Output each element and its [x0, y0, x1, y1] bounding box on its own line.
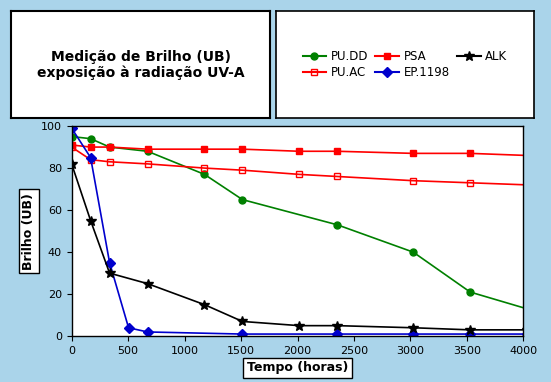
- ALK: [106, 271, 113, 275]
- PU.DD: [144, 149, 151, 154]
- PU.DD: [106, 145, 113, 149]
- ALK: [524, 327, 531, 332]
- EP.1198: [239, 332, 246, 337]
- ALK: [201, 303, 208, 307]
- PU.AC: [334, 174, 341, 179]
- PU.DD: [334, 222, 341, 227]
- ALK: [87, 218, 94, 223]
- ALK: [239, 319, 246, 324]
- EP.1198: [68, 126, 75, 130]
- EP.1198: [524, 332, 531, 337]
- Legend: PU.DD, PU.AC, PSA, EP.1198, ALK: PU.DD, PU.AC, PSA, EP.1198, ALK: [299, 47, 511, 83]
- PSA: [87, 145, 94, 149]
- ALK: [144, 281, 151, 286]
- PSA: [106, 145, 113, 149]
- Line: PSA: PSA: [68, 141, 531, 159]
- PSA: [144, 147, 151, 151]
- PSA: [201, 147, 208, 151]
- ALK: [68, 162, 75, 166]
- PU.AC: [68, 145, 75, 149]
- PU.DD: [68, 134, 75, 139]
- PU.AC: [524, 183, 531, 187]
- X-axis label: Tempo (horas): Tempo (horas): [247, 361, 348, 374]
- Line: EP.1198: EP.1198: [68, 125, 531, 338]
- PSA: [334, 149, 341, 154]
- PSA: [524, 153, 531, 158]
- Line: PU.DD: PU.DD: [68, 133, 531, 312]
- Line: PU.AC: PU.AC: [68, 144, 531, 188]
- PSA: [410, 151, 417, 155]
- ALK: [467, 327, 473, 332]
- PU.DD: [239, 197, 246, 202]
- PU.AC: [296, 172, 302, 176]
- EP.1198: [144, 330, 151, 334]
- EP.1198: [334, 332, 341, 337]
- PU.DD: [410, 250, 417, 254]
- PU.DD: [467, 290, 473, 294]
- PSA: [467, 151, 473, 155]
- PU.AC: [106, 159, 113, 164]
- ALK: [296, 323, 302, 328]
- EP.1198: [410, 332, 417, 337]
- PU.AC: [467, 180, 473, 185]
- EP.1198: [125, 325, 132, 330]
- Line: ALK: ALK: [67, 159, 532, 335]
- ALK: [334, 323, 341, 328]
- PSA: [68, 142, 75, 147]
- Y-axis label: Brilho (UB): Brilho (UB): [23, 193, 35, 270]
- PU.AC: [144, 162, 151, 166]
- PU.AC: [87, 157, 94, 162]
- EP.1198: [467, 332, 473, 337]
- PU.AC: [239, 168, 246, 172]
- PU.DD: [201, 172, 208, 176]
- PU.AC: [201, 166, 208, 170]
- PSA: [239, 147, 246, 151]
- EP.1198: [87, 155, 94, 160]
- PSA: [296, 149, 302, 154]
- PU.DD: [524, 306, 531, 311]
- ALK: [410, 325, 417, 330]
- PU.DD: [87, 136, 94, 141]
- Text: Medição de Brilho (UB)
exposição à radiação UV-A: Medição de Brilho (UB) exposição à radia…: [37, 50, 244, 80]
- EP.1198: [106, 261, 113, 265]
- PU.AC: [410, 178, 417, 183]
